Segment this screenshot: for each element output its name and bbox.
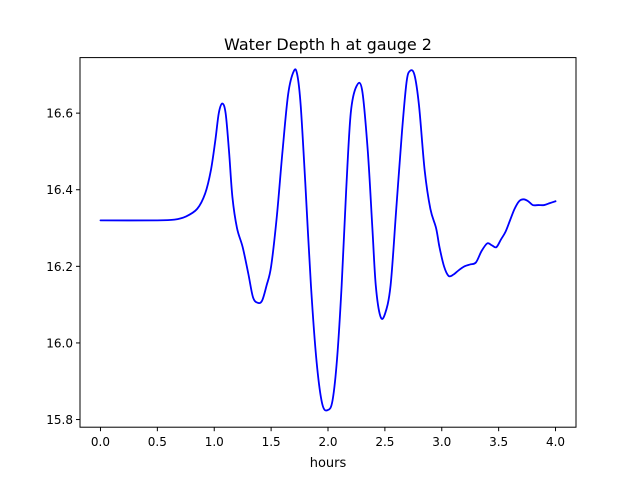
x-tick-label: 2.5 — [375, 435, 394, 449]
x-tick-label: 2.0 — [318, 435, 337, 449]
chart-title: Water Depth h at gauge 2 — [224, 35, 432, 54]
y-tick-label: 16.6 — [46, 107, 73, 121]
x-axis-label: hours — [310, 456, 347, 471]
plot-layer — [99, 68, 557, 412]
x-tick-label: 0.5 — [148, 435, 167, 449]
y-tick-label: 16.4 — [46, 183, 73, 197]
x-tick-label: 3.5 — [489, 435, 508, 449]
plot-frame — [79, 57, 577, 428]
y-axis: 15.8 16.0 16.2 16.4 16.6 — [46, 107, 80, 427]
x-tick-label: 4.0 — [546, 435, 565, 449]
x-tick-label: 1.5 — [262, 435, 281, 449]
y-tick-label: 15.8 — [46, 413, 73, 427]
x-axis: 0.0 0.5 1.0 1.5 2.0 2.5 3.0 3.5 4.0 — [91, 427, 565, 449]
y-tick-label: 16.0 — [46, 336, 73, 350]
y-tick-label: 16.2 — [46, 260, 73, 274]
x-tick-label: 0.0 — [91, 435, 110, 449]
x-tick-label: 1.0 — [205, 435, 224, 449]
x-tick-label: 3.0 — [432, 435, 451, 449]
series-line — [99, 68, 557, 412]
